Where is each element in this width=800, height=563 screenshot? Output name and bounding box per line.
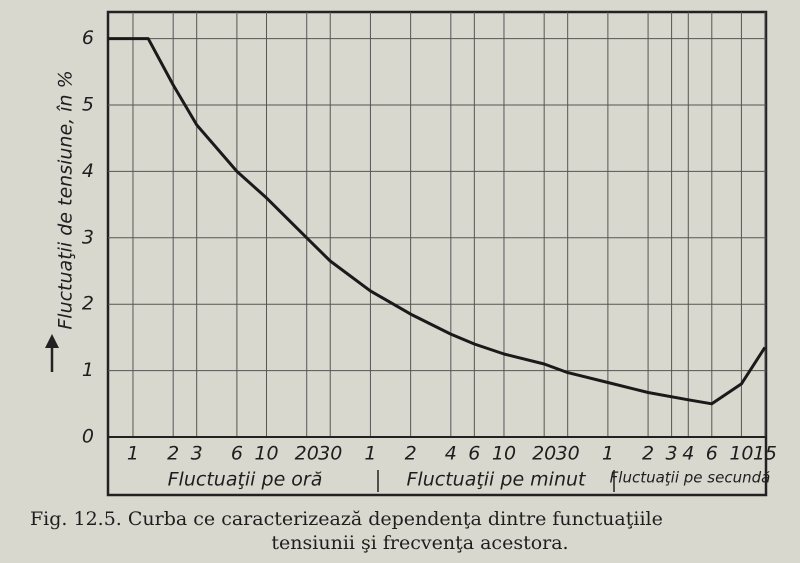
y-tick-label: 1 <box>82 359 94 381</box>
x-tick-label: 1 <box>127 443 139 465</box>
x-tick-label: 10 <box>729 443 753 465</box>
x-tick-label: 3 <box>191 443 203 465</box>
y-tick-label: 0 <box>82 426 94 448</box>
x-tick-label: 6 <box>706 443 718 465</box>
axis-arrow-head <box>45 334 59 348</box>
plot-frame <box>106 10 768 497</box>
x-tick-label: 20 <box>532 443 556 465</box>
x-group-label: Fluctuaţii pe oră <box>168 469 323 491</box>
x-tick-label: 20 <box>295 443 319 465</box>
x-tick-label: 1 <box>602 443 614 465</box>
x-tick-label: 10 <box>254 443 278 465</box>
caption: Fig. 12.5. Curba ce caracterizează depen… <box>30 508 663 530</box>
x-tick-label: 30 <box>556 443 580 465</box>
x-tick-label: 30 <box>318 443 342 465</box>
y-tick-label: 4 <box>82 160 94 182</box>
x-tick-label: 2 <box>642 443 654 465</box>
x-tick-label: 1 <box>364 443 376 465</box>
x-tick-label: 15 <box>753 443 777 465</box>
x-tick-label: 4 <box>445 443 457 465</box>
x-tick-label: 4 <box>682 443 694 465</box>
data-line <box>108 37 767 406</box>
x-tick-label: 10 <box>492 443 516 465</box>
x-tick-label: 2 <box>167 443 179 465</box>
x-tick-label: 3 <box>666 443 678 465</box>
y-axis-label: Fluctuaţii de tensiune, în % <box>55 70 77 329</box>
y-tick-label: 5 <box>82 93 94 115</box>
x-tick-label: 6 <box>231 443 243 465</box>
caption: tensiunii şi frecvenţa acestora. <box>271 532 568 554</box>
x-tick-label: 6 <box>468 443 480 465</box>
x-group-label: Fluctuaţii pe secundă <box>610 469 771 487</box>
x-group-label: Fluctuaţii pe minut <box>407 469 588 491</box>
x-tick-label: 2 <box>405 443 417 465</box>
y-tick-label: 3 <box>82 226 94 248</box>
y-tick-label: 2 <box>82 293 94 315</box>
y-tick-label: 6 <box>82 27 94 49</box>
